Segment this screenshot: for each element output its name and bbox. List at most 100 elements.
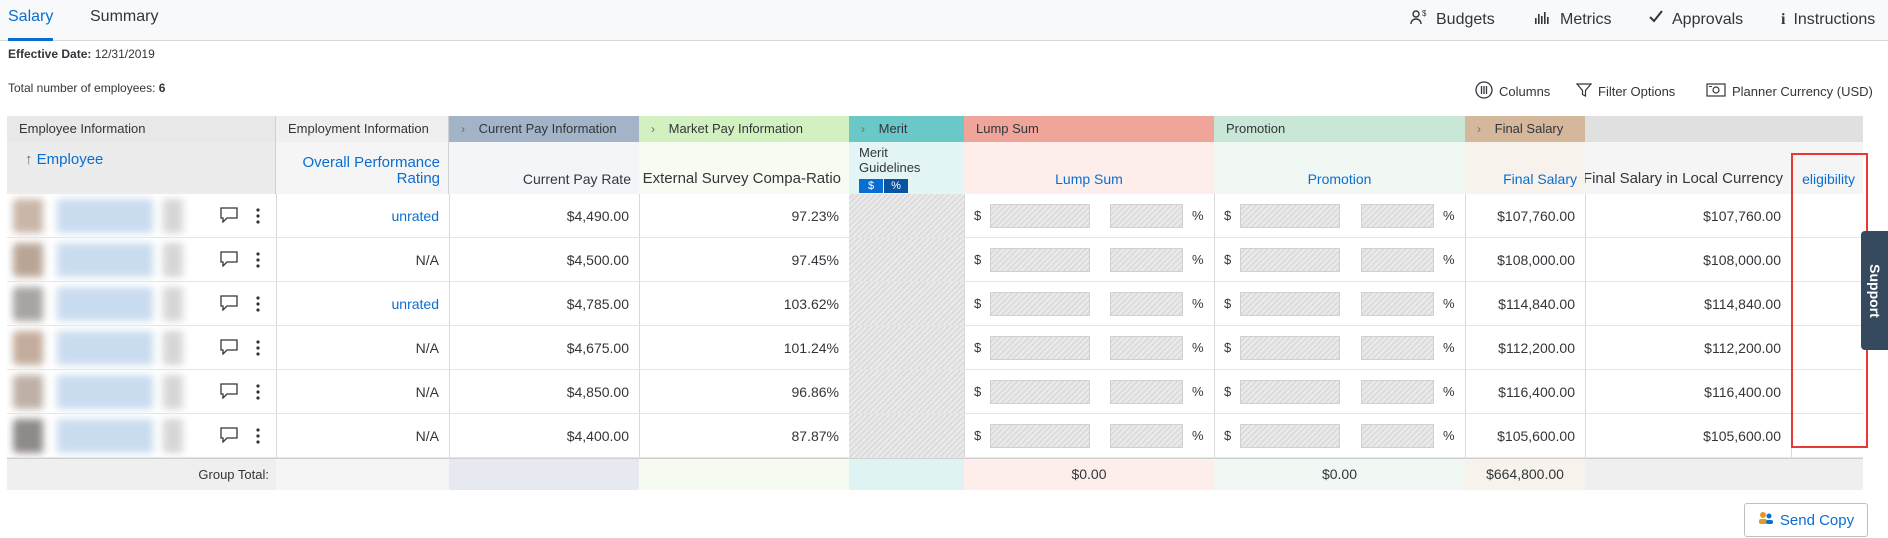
instructions-button[interactable]: i Instructions xyxy=(1781,8,1875,32)
current-pay-rate: $4,785.00 xyxy=(566,296,629,312)
performance-rating[interactable]: unrated xyxy=(391,208,439,224)
promotion-cell: $ % xyxy=(1214,194,1465,237)
merit-guidelines-cell xyxy=(849,326,964,369)
column-employee[interactable]: ↑ Employee xyxy=(7,142,276,194)
comment-icon[interactable] xyxy=(220,207,238,228)
lump-sum-percent-input[interactable] xyxy=(1110,204,1183,228)
promotion-percent-input[interactable] xyxy=(1361,204,1434,228)
send-copy-button[interactable]: Send Copy xyxy=(1744,503,1868,537)
lump-sum-cell: $ % xyxy=(964,238,1214,281)
more-vertical-icon[interactable] xyxy=(255,383,261,406)
promotion-percent-input[interactable] xyxy=(1361,380,1434,404)
promotion-percent-input[interactable] xyxy=(1361,336,1434,360)
promotion-percent-input[interactable] xyxy=(1361,424,1434,448)
lump-sum-amount-input[interactable] xyxy=(990,424,1090,448)
percent-symbol: % xyxy=(1192,428,1204,443)
budgets-button[interactable]: $ Budgets xyxy=(1410,8,1495,32)
group-market-pay-information[interactable]: › Market Pay Information xyxy=(639,116,849,142)
performance-header[interactable]: Overall Performance Rating xyxy=(302,155,440,187)
merit-dollar-toggle[interactable]: $ xyxy=(859,179,883,193)
lump-sum-percent-input[interactable] xyxy=(1110,424,1183,448)
promotion-amount-input[interactable] xyxy=(1240,380,1340,404)
lump-sum-amount-input[interactable] xyxy=(990,248,1090,272)
tab-summary[interactable]: Summary xyxy=(90,8,159,25)
promotion-amount-input[interactable] xyxy=(1240,292,1340,316)
compa-ratio: 103.62% xyxy=(783,296,839,312)
merit-guidelines-cell xyxy=(849,194,964,237)
total-employees-label: Total number of employees: xyxy=(8,81,156,95)
lump-sum-percent-input[interactable] xyxy=(1110,336,1183,360)
approvals-button[interactable]: Approvals xyxy=(1648,8,1743,32)
employee-name-redacted[interactable] xyxy=(13,287,213,321)
promotion-percent-input[interactable] xyxy=(1361,248,1434,272)
promotion-amount-input[interactable] xyxy=(1240,204,1340,228)
final-salary-local: $116,400.00 xyxy=(1704,384,1781,400)
tab-salary[interactable]: Salary xyxy=(8,0,53,41)
lump-sum-cell: $ % xyxy=(964,370,1214,413)
more-vertical-icon[interactable] xyxy=(255,339,261,362)
column-overall-performance-rating[interactable]: Overall Performance Rating xyxy=(276,142,449,194)
eligibility-header[interactable]: eligibility xyxy=(1802,171,1855,187)
promotion-cell: $ % xyxy=(1214,238,1465,281)
more-vertical-icon[interactable] xyxy=(255,207,261,230)
svg-text:$: $ xyxy=(1422,9,1427,18)
employee-name-redacted[interactable] xyxy=(13,243,213,277)
support-tab[interactable]: Support xyxy=(1861,231,1888,350)
group-final-salary[interactable]: › Final Salary xyxy=(1465,116,1585,142)
column-promotion[interactable]: Promotion xyxy=(1214,142,1465,194)
current-pay-rate: $4,490.00 xyxy=(566,208,629,224)
lump-sum-amount-input[interactable] xyxy=(990,292,1090,316)
planner-currency-button[interactable]: Planner Currency (USD) xyxy=(1706,82,1873,100)
comment-icon[interactable] xyxy=(220,383,238,404)
budgets-label: Budgets xyxy=(1436,11,1495,28)
group-promotion-label: Promotion xyxy=(1226,121,1286,136)
comment-icon[interactable] xyxy=(220,427,238,448)
group-merit[interactable]: › Merit xyxy=(849,116,964,142)
merit-guidelines-header: Merit Guidelines xyxy=(859,145,920,175)
merit-percent-toggle[interactable]: % xyxy=(884,179,908,193)
promotion-header[interactable]: Promotion xyxy=(1307,171,1372,187)
employee-name-redacted[interactable] xyxy=(13,375,213,409)
promotion-amount-input[interactable] xyxy=(1240,248,1340,272)
group-employee-information-label: Employee Information xyxy=(19,121,146,136)
columns-label: Columns xyxy=(1499,83,1551,99)
currency-symbol: $ xyxy=(1224,428,1232,443)
comment-icon[interactable] xyxy=(220,295,238,316)
comment-icon[interactable] xyxy=(220,251,238,272)
more-vertical-icon[interactable] xyxy=(255,295,261,318)
performance-rating[interactable]: unrated xyxy=(391,296,439,312)
column-final-salary[interactable]: Final Salary xyxy=(1465,142,1585,194)
employee-header[interactable]: ↑ Employee xyxy=(25,151,103,168)
promotion-amount-input[interactable] xyxy=(1240,424,1340,448)
lump-sum-amount-input[interactable] xyxy=(990,204,1090,228)
total-employees: Total number of employees: 6 xyxy=(8,81,165,95)
lump-sum-amount-input[interactable] xyxy=(990,380,1090,404)
comment-icon[interactable] xyxy=(220,339,238,360)
compa-ratio: 97.23% xyxy=(791,208,839,224)
filter-options-button[interactable]: Filter Options xyxy=(1575,82,1675,100)
final-salary-header[interactable]: Final Salary xyxy=(1503,171,1577,187)
group-current-pay-information[interactable]: › Current Pay Information xyxy=(449,116,639,142)
percent-symbol: % xyxy=(1192,252,1204,267)
merit-guidelines-toggle[interactable]: $ % xyxy=(859,179,909,193)
column-lump-sum[interactable]: Lump Sum xyxy=(964,142,1214,194)
metrics-button[interactable]: Metrics xyxy=(1534,8,1612,32)
lump-sum-amount-input[interactable] xyxy=(990,336,1090,360)
chevron-right-icon: › xyxy=(651,122,655,136)
lump-sum-percent-input[interactable] xyxy=(1110,380,1183,404)
final-salary-local: $112,200.00 xyxy=(1704,340,1781,356)
more-vertical-icon[interactable] xyxy=(255,251,261,274)
employee-name-redacted[interactable] xyxy=(13,419,213,453)
promotion-percent-input[interactable] xyxy=(1361,292,1434,316)
percent-symbol: % xyxy=(1443,428,1455,443)
employee-name-redacted[interactable] xyxy=(13,331,213,365)
lump-sum-percent-input[interactable] xyxy=(1110,292,1183,316)
column-eligibility[interactable]: eligibility xyxy=(1791,142,1863,194)
promotion-amount-input[interactable] xyxy=(1240,336,1340,360)
lump-sum-percent-input[interactable] xyxy=(1110,248,1183,272)
more-vertical-icon[interactable] xyxy=(255,427,261,450)
performance-header-line2: Rating xyxy=(396,170,440,187)
columns-button[interactable]: Columns xyxy=(1475,80,1551,100)
employee-name-redacted[interactable] xyxy=(13,199,213,233)
lump-sum-header[interactable]: Lump Sum xyxy=(1055,171,1123,187)
